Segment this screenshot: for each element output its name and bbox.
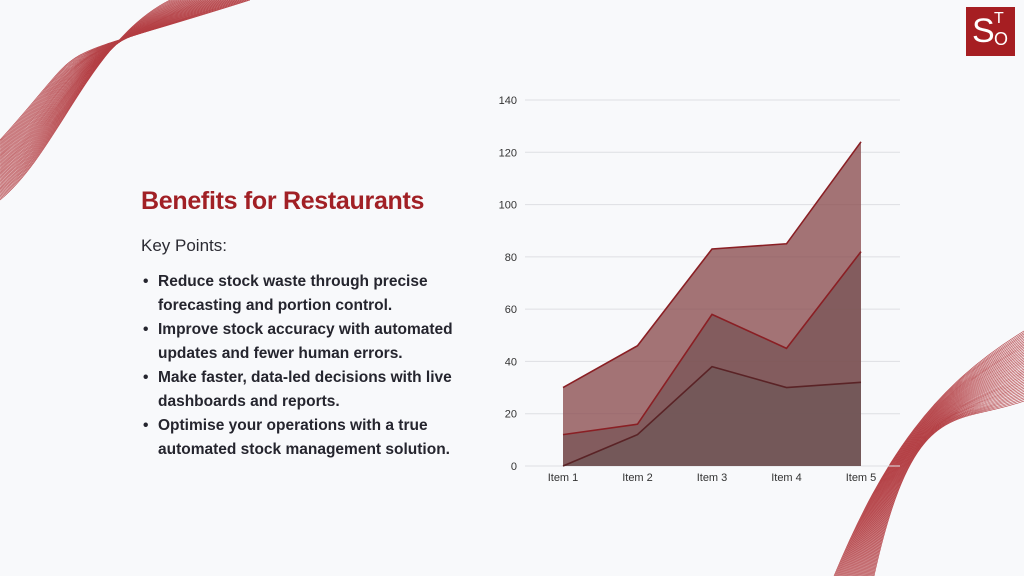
y-tick-label: 140 (499, 95, 517, 107)
bullet-list: Reduce stock waste through precise forec… (141, 270, 471, 462)
series-line (562, 251, 862, 436)
wave-decoration-bottom-right (833, 330, 1024, 576)
x-tick-label: Item 5 (846, 472, 877, 484)
y-tick-label: 100 (499, 200, 517, 212)
series-line (562, 141, 862, 389)
area-chart: 0 20 40 60 80 100 120 140 Item 1 Item 2 Item 3 Ite… (499, 95, 900, 484)
slide-subtitle: Key Points: (141, 236, 227, 255)
series-line (562, 365, 862, 467)
x-tick-label: Item 1 (548, 472, 579, 484)
x-tick-label: Item 3 (697, 472, 728, 484)
bullet-item: Improve stock accuracy with automated up… (141, 318, 471, 366)
bullet-item: Reduce stock waste through precise forec… (141, 270, 471, 318)
y-tick-label: 0 (511, 461, 517, 473)
y-tick-label: 120 (499, 147, 517, 159)
slide-title: Benefits for Restaurants (141, 187, 425, 215)
logo-letter-s: S (972, 12, 995, 50)
y-tick-label: 40 (505, 356, 517, 368)
x-tick-label: Item 4 (771, 472, 802, 484)
bullet-item: Make faster, data-led decisions with liv… (141, 366, 471, 414)
x-tick-label: Item 2 (622, 472, 653, 484)
series-area (563, 366, 861, 466)
wave-decoration-top-left (0, 0, 250, 201)
company-logo: S T O (966, 7, 1015, 56)
logo-letter-t: T (994, 10, 1004, 27)
logo-letter-o: O (994, 29, 1009, 49)
y-tick-label: 20 (505, 409, 517, 421)
bullet-item: Optimise your operations with a true aut… (141, 414, 471, 462)
y-tick-label: 60 (505, 304, 517, 316)
y-tick-label: 80 (505, 252, 517, 264)
